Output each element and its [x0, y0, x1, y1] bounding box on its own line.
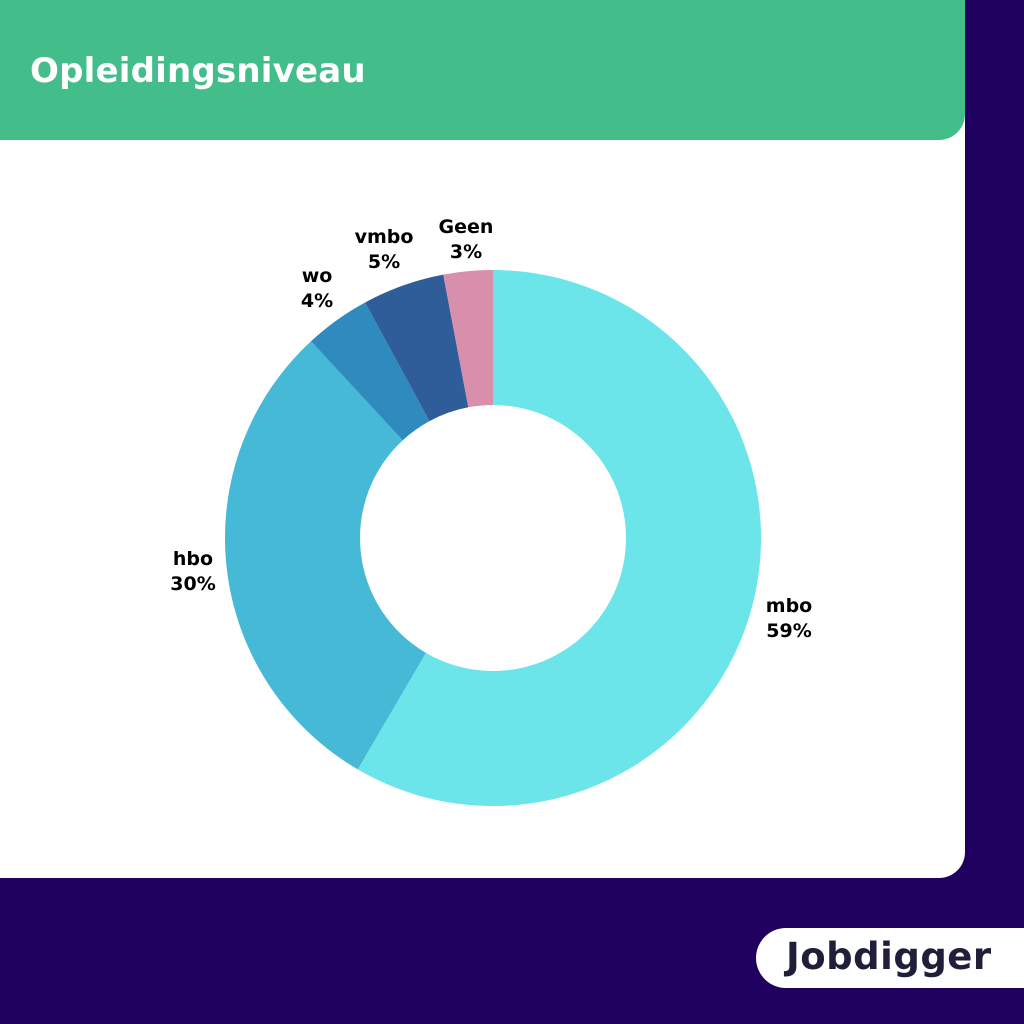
donut-slice-geen — [443, 270, 493, 408]
slice-label-vmbo: vmbo — [355, 226, 414, 248]
page-title: Opleidingsniveau — [30, 51, 366, 91]
donut-slice-wo — [311, 302, 430, 441]
donut-slice-mbo — [357, 270, 761, 806]
slice-label-mbo: mbo — [766, 595, 812, 617]
slice-value-mbo: 59% — [766, 620, 811, 642]
donut-slice-vmbo — [365, 274, 469, 422]
header-banner: Opleidingsniveau — [0, 0, 965, 140]
donut-chart: mbo 59% hbo 30% wo 4% vmbo 5% Geen 3% — [170, 216, 812, 806]
slice-label-hbo: hbo — [173, 548, 213, 570]
chart-card: Opleidingsniveau mbo 59% hbo 30% wo 4% vmbo 5% G… — [0, 0, 965, 878]
slice-value-wo: 4% — [301, 290, 333, 312]
slice-value-hbo: 30% — [170, 573, 215, 595]
donut-slice-hbo — [224, 341, 426, 770]
slice-label-wo: wo — [302, 265, 333, 287]
slice-label-geen: Geen — [439, 216, 494, 238]
logo-text: Jobdigger — [786, 935, 992, 978]
jobdigger-logo: Jobdigger — [756, 928, 1024, 988]
slice-value-vmbo: 5% — [368, 251, 400, 273]
slice-value-geen: 3% — [450, 241, 482, 263]
